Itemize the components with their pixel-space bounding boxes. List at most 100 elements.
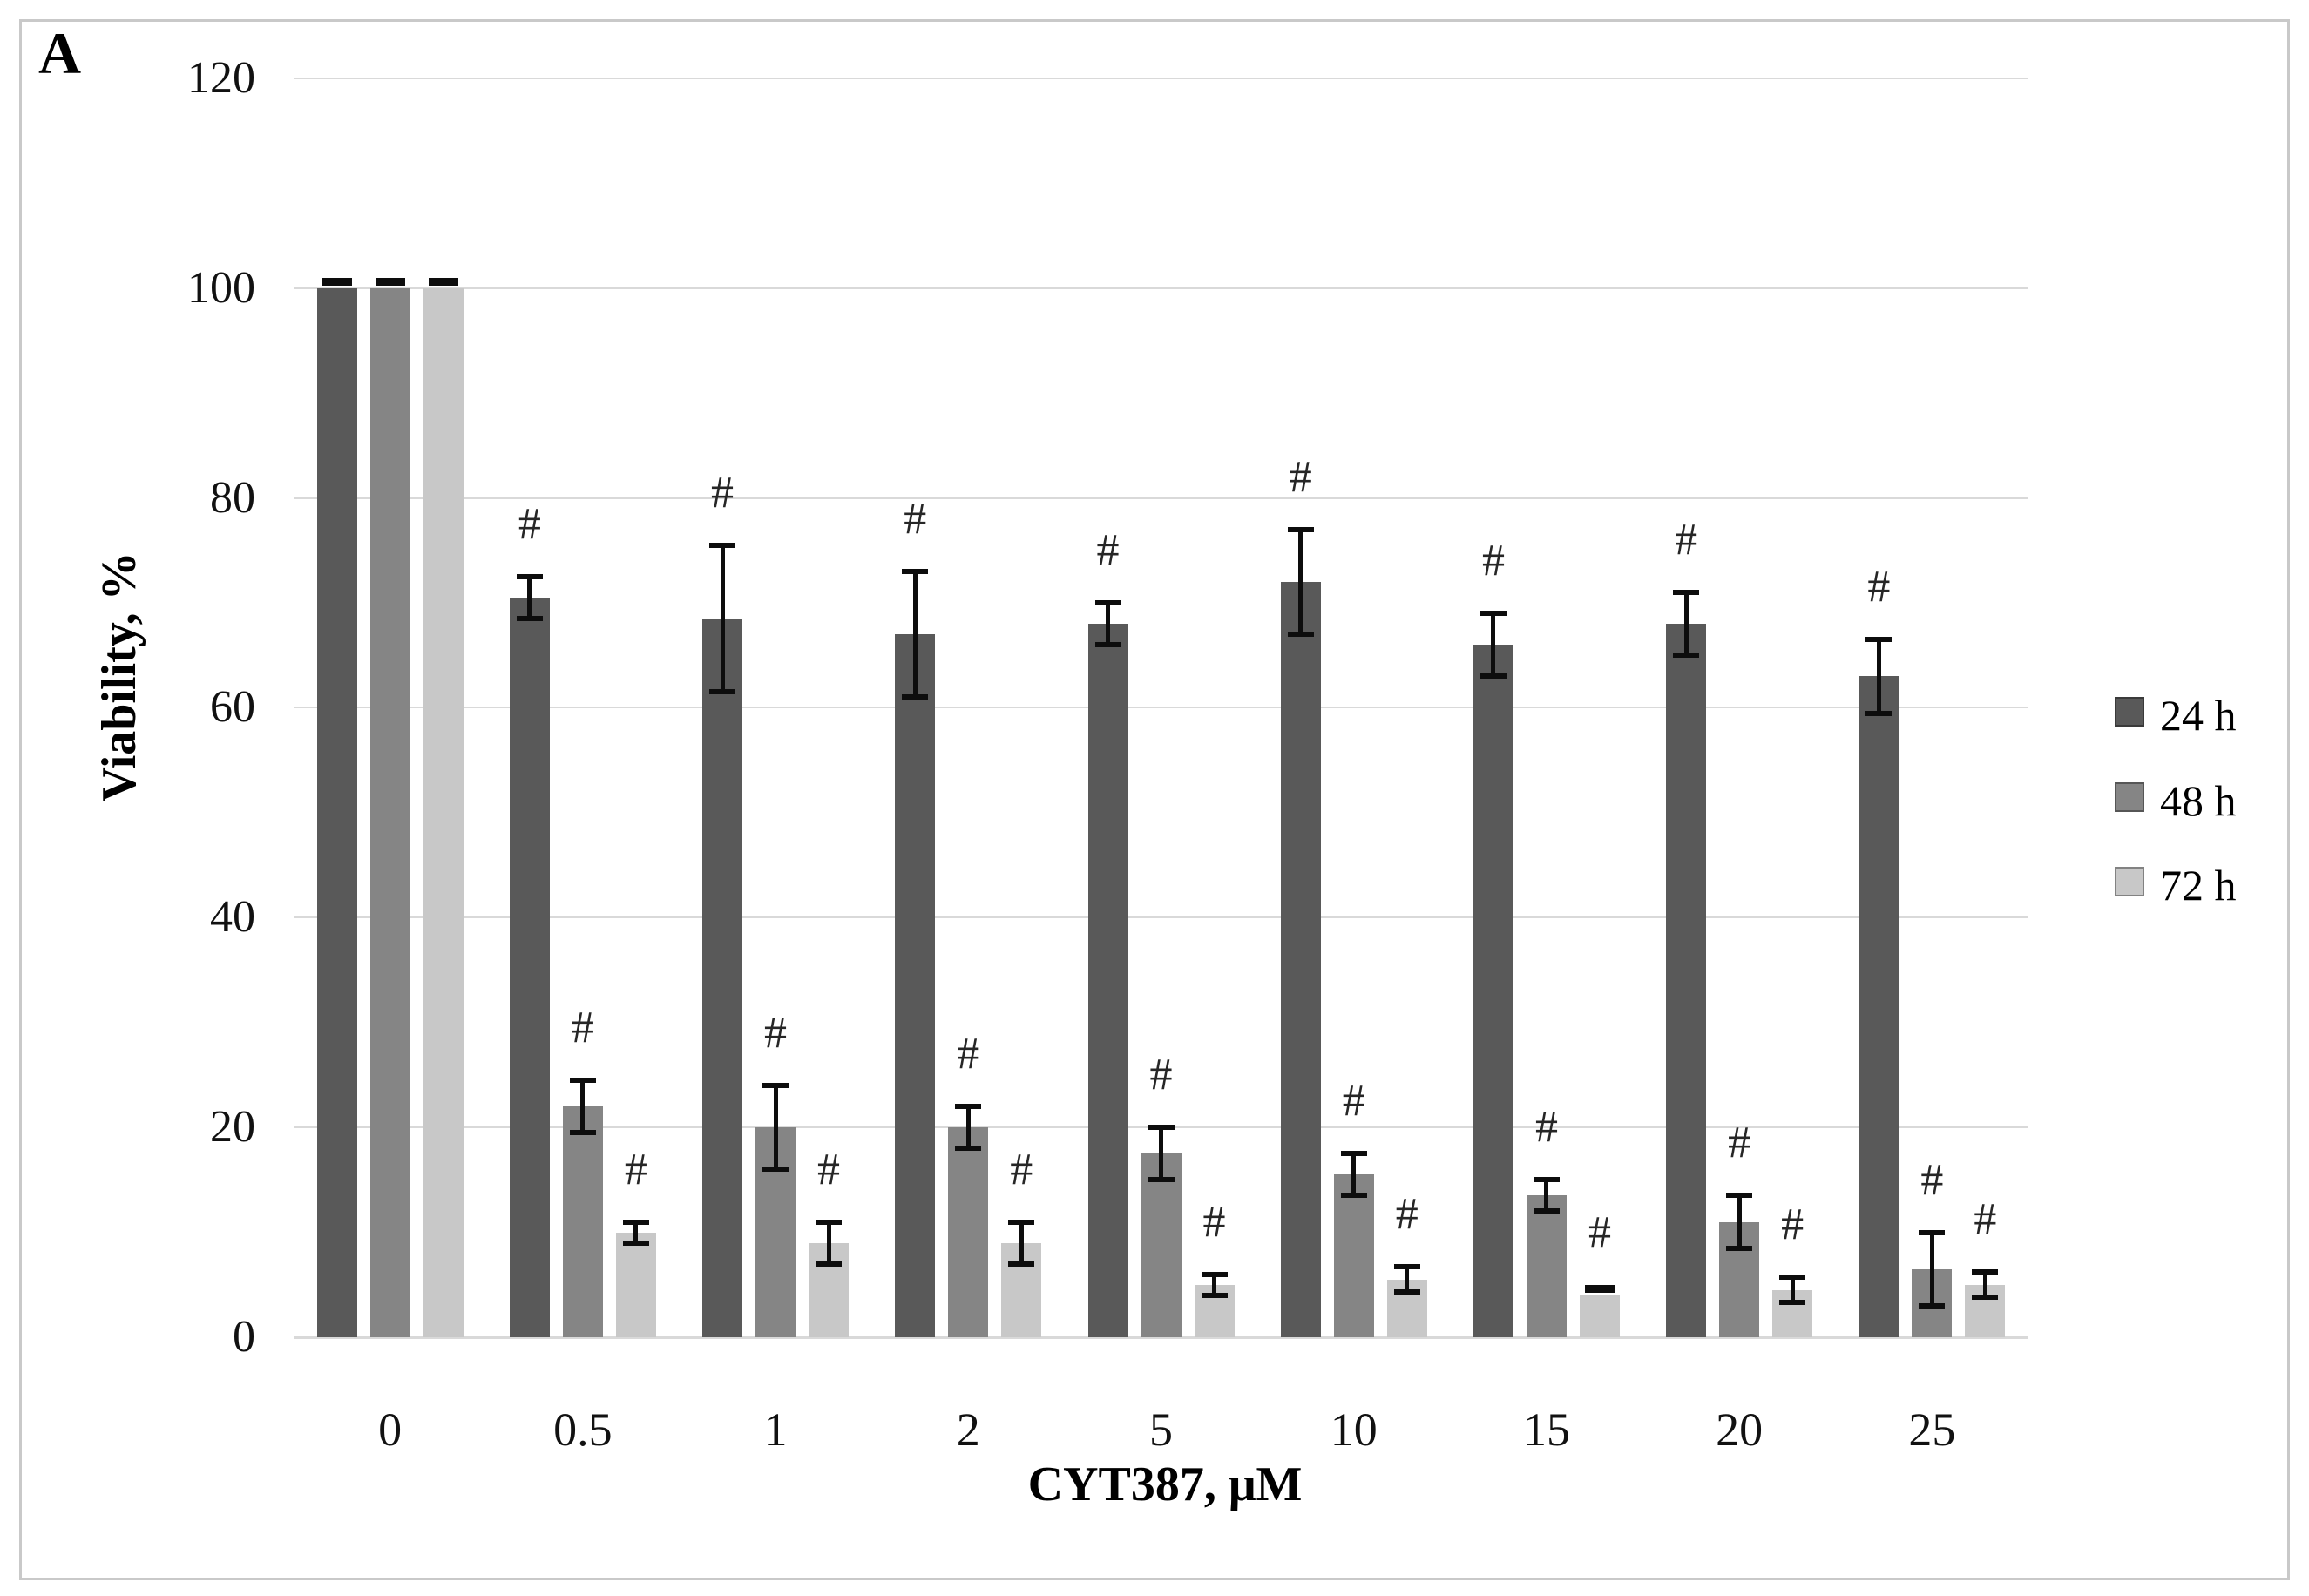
significance-marker: # [1867, 562, 1891, 612]
error-bar [1790, 1277, 1795, 1303]
error-bar-cap-top [709, 542, 736, 548]
legend-swatch-24h [2115, 697, 2144, 727]
bar-48h-0 [369, 287, 410, 1337]
significance-marker: # [1728, 1118, 1751, 1168]
error-bar-cap-top [955, 1104, 982, 1110]
x-tick-label: 2 [956, 1403, 980, 1456]
significance-marker: # [1781, 1200, 1805, 1250]
error-bar-cap-bottom [709, 689, 736, 695]
significance-marker: # [1342, 1076, 1365, 1126]
error-bar-cap-top [1148, 1125, 1175, 1131]
error-bar-cap-top [1533, 1177, 1560, 1183]
error-bar [1876, 639, 1881, 713]
bar-24h-25 [1859, 676, 1899, 1337]
bar-24h-20 [1666, 624, 1707, 1337]
bar-72h-0.5 [615, 1232, 656, 1337]
gridline-0 [294, 1336, 2028, 1339]
error-bar-cap-bottom [1340, 1193, 1367, 1199]
error-bar [773, 1085, 778, 1170]
error-bar-cap-bottom [816, 1261, 843, 1267]
error-bar-cap-bottom [1865, 710, 1893, 716]
error-bar [580, 1079, 586, 1133]
error-bar-cap-bottom [762, 1167, 789, 1173]
significance-marker: # [1289, 451, 1312, 502]
error-bar-cap-top [622, 1219, 649, 1225]
error-bar-cap-top [1287, 526, 1314, 532]
bar-24h-15 [1473, 645, 1513, 1337]
significance-marker: # [1920, 1154, 1944, 1205]
bar-72h-0 [423, 287, 464, 1337]
x-tick-label: 10 [1330, 1403, 1378, 1456]
y-axis-title: Viability, % [92, 551, 146, 802]
bar-48h-0.5 [562, 1106, 603, 1337]
significance-marker: # [1481, 536, 1505, 586]
y-tick-label: 0 [233, 1312, 255, 1362]
bar-48h-5 [1141, 1153, 1182, 1337]
error-bar-cap-bottom [622, 1240, 649, 1246]
error-bar-cap-top [1340, 1151, 1367, 1157]
error-bar-cap-top [1726, 1193, 1753, 1199]
error-bar-cap-bottom [1480, 673, 1507, 680]
y-tick-label: 40 [210, 892, 255, 943]
significance-marker: # [1395, 1189, 1419, 1240]
significance-marker: # [904, 493, 927, 544]
bar-48h-10 [1333, 1174, 1374, 1337]
figure-frame [19, 19, 2290, 1580]
bar-48h-15 [1526, 1195, 1567, 1337]
significance-marker: # [957, 1029, 980, 1079]
error-bar-cap-top [1201, 1271, 1228, 1277]
error-bar-cap-top [516, 573, 543, 579]
legend-label: 48 h [2160, 776, 2237, 825]
x-tick-label: 1 [763, 1403, 788, 1456]
bar-24h-2 [895, 634, 936, 1337]
error-bar-cap-bottom [1533, 1208, 1560, 1214]
error-bar-cap-bottom [1287, 632, 1314, 638]
gridline-120 [294, 77, 2028, 79]
significance-marker: # [1202, 1196, 1226, 1247]
error-bar-dash [322, 277, 352, 286]
significance-marker: # [1675, 515, 1698, 565]
gridline-100 [294, 287, 2028, 289]
error-bar [1298, 529, 1303, 635]
panel-label: A [38, 20, 82, 86]
error-bar-cap-top [1673, 590, 1700, 596]
error-bar [1212, 1274, 1216, 1295]
error-bar-cap-bottom [569, 1130, 596, 1136]
significance-marker: # [571, 1002, 594, 1052]
x-tick-label: 20 [1716, 1403, 1764, 1456]
y-tick-label: 20 [210, 1102, 255, 1153]
error-bar-dash [375, 277, 405, 286]
legend-label: 72 h [2160, 861, 2237, 910]
x-tick-label: 0 [378, 1403, 403, 1456]
error-bar-cap-bottom [1148, 1177, 1175, 1183]
error-bar [965, 1106, 971, 1149]
error-bar-cap-bottom [1919, 1302, 1946, 1309]
significance-marker: # [764, 1007, 788, 1058]
error-bar-cap-bottom [1726, 1245, 1753, 1251]
y-tick-label: 60 [210, 682, 255, 733]
bar-24h-0.5 [509, 598, 550, 1337]
error-bar-cap-top [1094, 600, 1121, 606]
y-tick-label: 120 [187, 52, 255, 103]
error-bar [720, 544, 725, 693]
bar-48h-2 [948, 1127, 989, 1337]
error-bar-cap-top [816, 1219, 843, 1225]
error-bar [633, 1221, 639, 1243]
x-tick-label: 5 [1149, 1403, 1173, 1456]
error-bar-cap-top [1008, 1219, 1035, 1225]
significance-marker: # [1010, 1144, 1033, 1194]
legend-label: 24 h [2160, 691, 2237, 740]
x-tick-label: 25 [1908, 1403, 1956, 1456]
bar-24h-1 [702, 619, 743, 1337]
error-bar-cap-top [1865, 637, 1893, 643]
bar-24h-0 [316, 287, 357, 1337]
significance-marker: # [1149, 1050, 1173, 1100]
error-bar-cap-top [1393, 1264, 1420, 1270]
error-bar-cap-bottom [1008, 1261, 1035, 1267]
error-bar-cap-bottom [1779, 1300, 1806, 1306]
error-bar-cap-bottom [1673, 653, 1700, 659]
error-bar-cap-bottom [1393, 1289, 1420, 1295]
error-bar-cap-bottom [1972, 1295, 1999, 1301]
y-tick-label: 100 [187, 262, 255, 313]
error-bar-cap-bottom [516, 616, 543, 622]
